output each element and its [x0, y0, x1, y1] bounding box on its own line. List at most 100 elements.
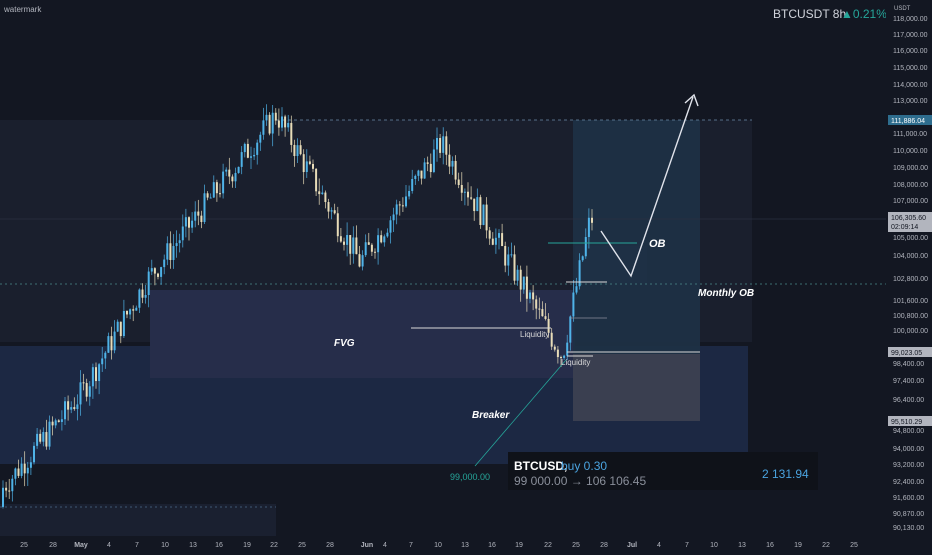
candle-body: [445, 136, 448, 155]
candle-body: [405, 196, 407, 207]
time-tick-label: 13: [461, 542, 469, 549]
candle-body: [389, 220, 392, 233]
candle-body: [417, 170, 420, 176]
candle-body: [463, 191, 466, 193]
candle-body: [36, 433, 39, 446]
currency-label: USDT: [894, 6, 911, 12]
candle-body: [355, 237, 358, 255]
candle-body: [51, 421, 54, 426]
candle-body: [163, 259, 166, 268]
candle-body: [54, 420, 57, 426]
candle-body: [246, 143, 249, 158]
candle-body: [532, 292, 535, 300]
time-tick-label: 22: [544, 542, 552, 549]
monthly-ob-label: Monthly OB: [698, 288, 754, 299]
candle-body: [454, 160, 457, 180]
candle-body: [70, 407, 73, 410]
candle-body: [544, 316, 547, 319]
price-tick-label: 90,130.00: [893, 525, 924, 532]
symbol-title[interactable]: BTCUSDT 8h: [773, 7, 846, 21]
price-tick-label: 105,000.00: [893, 235, 928, 242]
candle-body: [132, 309, 135, 311]
high-price-label: 111,886.04: [891, 118, 925, 125]
candle-body: [566, 342, 569, 356]
candle-body: [324, 192, 327, 203]
entry-price-label: 99,000.00: [450, 472, 490, 482]
trade-info-panel[interactable]: BTCUSD, buy 0.30 99 000.00 → 106 106.45 …: [508, 452, 818, 490]
time-tick-label: 10: [710, 542, 718, 549]
trade-side: buy 0.30: [561, 459, 607, 473]
price-tick-label: 94,000.00: [893, 446, 924, 453]
high-price-bg: [888, 115, 932, 125]
low2-price-bg: [888, 416, 932, 426]
trade-route: 99 000.00 → 106 106.45: [514, 474, 646, 488]
candle-body: [290, 122, 293, 145]
candle-body: [392, 214, 395, 221]
price-axis[interactable]: USDT 118,000.00 117,000.00 116,000.00 115,0…: [886, 0, 932, 536]
candle-body: [8, 490, 11, 492]
low-price-bg: [888, 347, 932, 357]
candle-body: [460, 184, 463, 193]
price-tick-label: 100,000.00: [893, 328, 928, 335]
candle-body: [262, 120, 265, 135]
price-ticks: 118,000.00 117,000.00 116,000.00 115,000.00…: [893, 16, 928, 532]
candle-body: [442, 136, 445, 153]
candle-body: [172, 246, 175, 260]
position-sl-zone: [573, 354, 700, 421]
time-tick-label: 28: [600, 542, 608, 549]
candle-body: [79, 382, 82, 405]
change-percent: ▲0.21%: [841, 7, 887, 21]
candle-body: [504, 246, 507, 266]
price-tick-label: 97,400.00: [893, 378, 924, 385]
candle-body: [191, 220, 194, 228]
projection-arrowhead: [684, 93, 699, 107]
candle-body: [17, 468, 20, 476]
time-tick-label: May: [74, 542, 88, 549]
price-tick-label: 117,000.00: [893, 32, 928, 39]
candle-body: [265, 114, 268, 121]
breaker-label: Breaker: [472, 410, 510, 421]
candle-body: [398, 204, 401, 206]
candle-body: [467, 191, 469, 198]
time-tick-label: 7: [135, 542, 139, 549]
candle-body: [200, 215, 203, 222]
candle-body: [516, 269, 519, 281]
candle-body: [491, 238, 494, 245]
candle-body: [240, 152, 243, 167]
candle-body: [253, 154, 256, 157]
price-tick-label: 108,000.00: [893, 182, 928, 189]
candle-body: [541, 309, 544, 317]
last-price-label: 106,305.60: [891, 215, 926, 222]
candle-body: [380, 235, 383, 243]
fvg-label: FVG: [334, 338, 355, 349]
candle-body: [228, 169, 231, 177]
candle-body: [206, 193, 209, 198]
candle-body: [160, 267, 163, 277]
candle-body: [175, 243, 178, 247]
lower-zone: [0, 504, 276, 536]
position-tp-zone: [573, 120, 700, 354]
candle-body: [85, 383, 88, 397]
candle-body: [560, 357, 562, 359]
candle-body: [293, 144, 296, 157]
time-axis[interactable]: 25 28 May 4 7 10 13 16 19 22 25 28 Jun 4 7 10 13 16 19 22 25…: [0, 536, 932, 550]
candle-body: [153, 268, 156, 274]
candle-body: [498, 233, 500, 238]
candle-body: [581, 256, 584, 261]
candle-body: [553, 346, 556, 350]
fvg-zone: [150, 290, 575, 378]
time-axis-bg: [0, 536, 932, 550]
candle-body: [513, 254, 516, 281]
candle-body: [212, 182, 215, 198]
candle-body: [113, 331, 116, 351]
candle-body: [119, 321, 122, 337]
candle-body: [556, 349, 559, 358]
candle-body: [330, 210, 333, 212]
candle-body: [367, 242, 370, 245]
liquidity-label-2: Liquidity: [561, 358, 590, 367]
candle-body: [203, 193, 206, 222]
candle-body: [231, 176, 234, 182]
candle-body: [408, 190, 411, 197]
